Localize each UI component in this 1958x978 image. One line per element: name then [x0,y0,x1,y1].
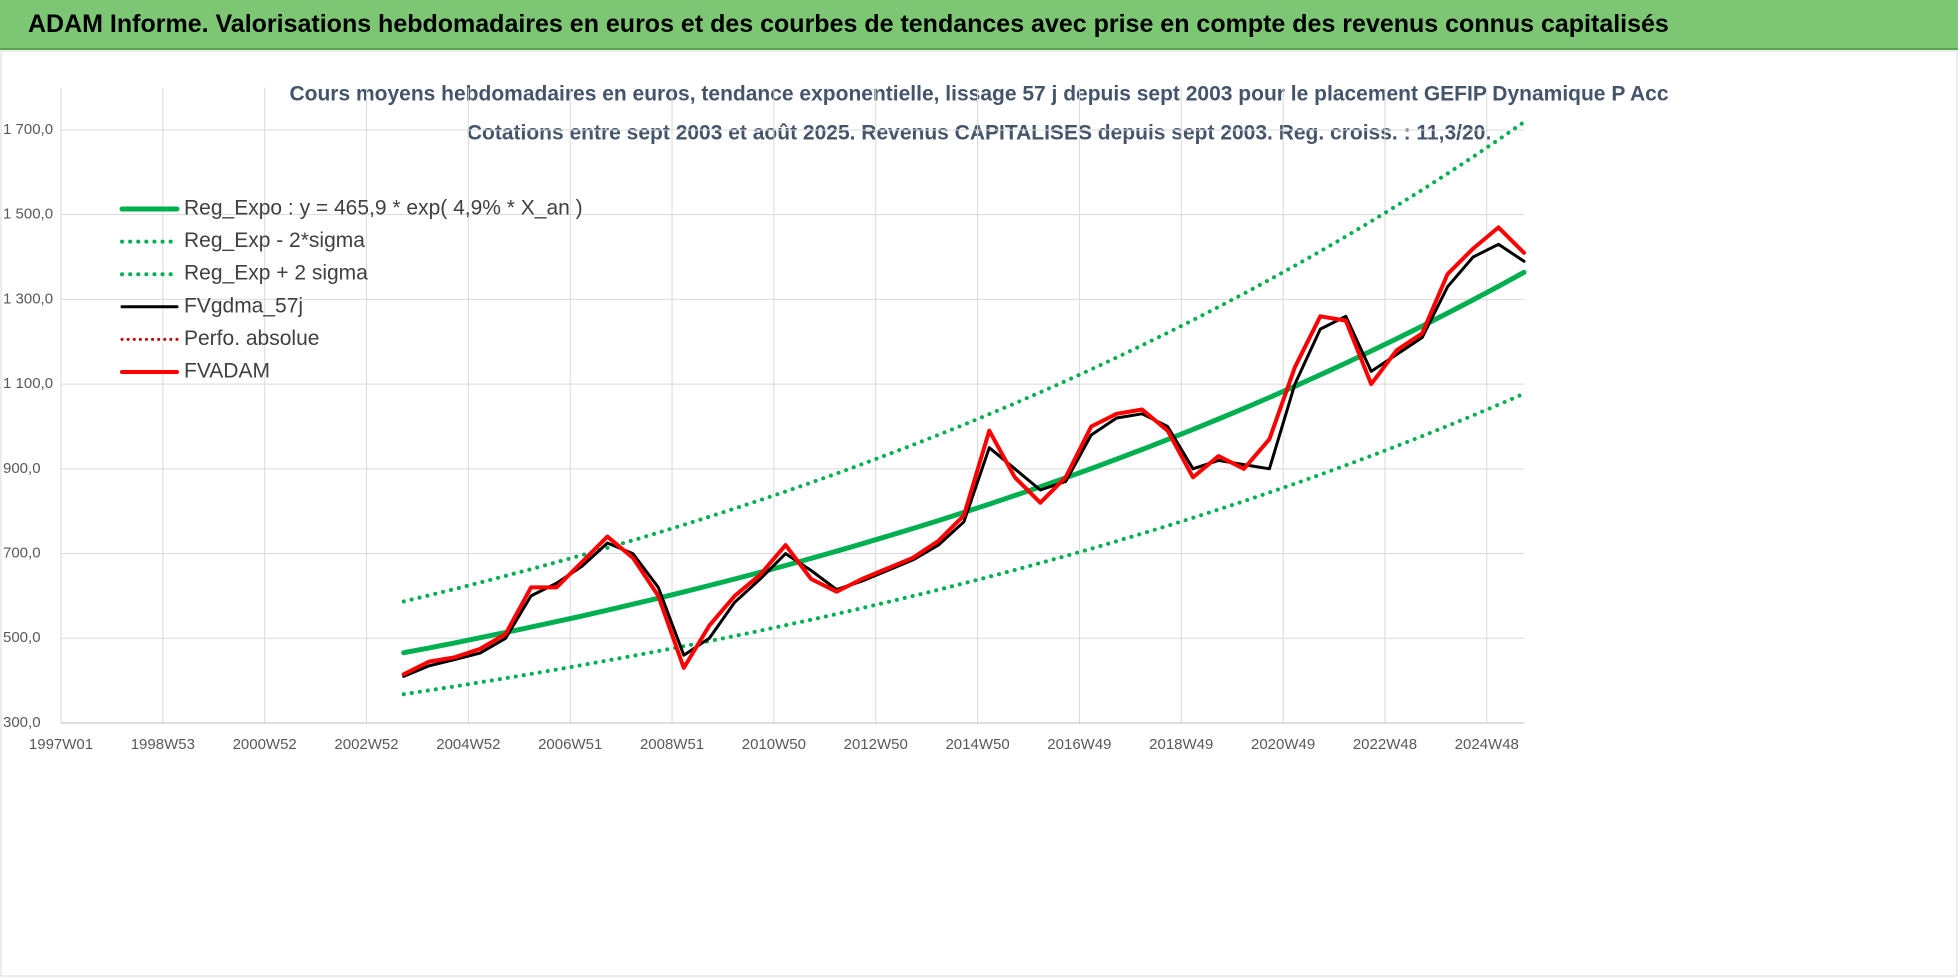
legend-label: Reg_Exp - 2*sigma [184,229,365,252]
chart-title: Cours moyens hebdomadaires en euros, ten… [289,83,1668,106]
legend-label: FVADAM [184,360,270,383]
x-tick-label: 2022W48 [1353,736,1417,753]
chart-subtitle: Cotations entre sept 2003 et août 2025. … [467,122,1491,145]
legend-label: Perfo. absolue [184,327,319,350]
x-tick-label: 2008W51 [640,736,704,753]
y-tick-label: 1 700,0 [3,121,53,138]
y-tick-label: 900,0 [3,460,41,477]
chart: Cours moyens hebdomadaires en euros, ten… [0,50,1958,977]
series-line [401,120,1526,604]
x-tick-label: 2004W52 [436,736,500,753]
legend-label: Reg_Expo : y = 465,9 * exp( 4,9% * X_an … [184,197,583,220]
x-tick-label: 2000W52 [233,736,297,753]
x-tick-label: 1997W01 [29,736,93,753]
y-tick-label: 1 100,0 [3,375,53,392]
legend-label: FVgdma_57j [184,294,303,317]
x-tick-label: 2018W49 [1149,736,1213,753]
y-tick-label: 700,0 [3,545,41,562]
series-line [401,391,1526,697]
y-tick-label: 1 300,0 [3,290,53,307]
y-tick-label: 300,0 [3,714,41,731]
x-tick-label: 2020W49 [1251,736,1315,753]
series-line [402,225,1526,676]
x-tick-label: 2012W50 [844,736,908,753]
y-tick-label: 500,0 [3,629,41,646]
x-tick-label: 2014W50 [945,736,1009,753]
banner-title: ADAM Informe. Valorisations hebdomadaire… [28,10,1669,38]
chart-border [0,50,1958,977]
y-tick-label: 1 500,0 [3,206,53,223]
x-tick-label: 2024W48 [1455,736,1519,753]
x-tick-label: 2002W52 [334,736,398,753]
x-tick-label: 1998W53 [131,736,195,753]
banner: ADAM Informe. Valorisations hebdomadaire… [0,0,1958,50]
x-tick-label: 2006W51 [538,736,602,753]
series-line [401,225,1526,677]
x-tick-label: 2010W50 [742,736,806,753]
x-tick-label: 2016W49 [1047,736,1111,753]
series-line [402,242,1526,678]
legend-label: Reg_Exp + 2 sigma [184,262,368,285]
